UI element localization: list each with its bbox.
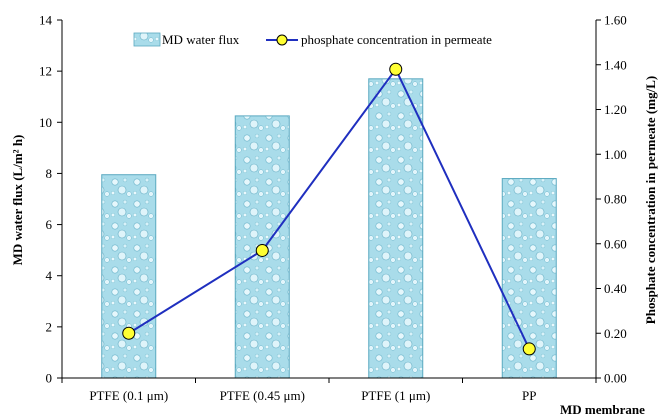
left-tick-label: 12 xyxy=(39,64,52,79)
x-tick-label: PP xyxy=(522,388,536,403)
plot-area xyxy=(101,62,557,379)
bar xyxy=(368,78,424,379)
line-series-group xyxy=(122,62,536,356)
phosphate-line xyxy=(128,67,531,350)
right-tick-label: 0.80 xyxy=(604,192,627,207)
x-tick-label: PTFE (0.1 μm) xyxy=(89,388,168,403)
legend-line-marker xyxy=(276,34,288,46)
right-y-axis-title: Phosphate concentration in permeate (mg/… xyxy=(643,76,658,324)
left-tick-label: 14 xyxy=(39,13,53,28)
left-tick-label: 10 xyxy=(39,115,52,130)
legend-bar-swatch xyxy=(133,32,161,47)
right-y-ticks: 0.00 0.20 0.40 0.60 0.80 1.00 1.20 1.40 1.60 xyxy=(596,13,627,386)
line-point xyxy=(255,243,269,257)
legend-line-label: phosphate concentration in permeate xyxy=(301,32,492,47)
left-tick-label: 4 xyxy=(46,268,53,283)
bar xyxy=(101,174,157,379)
x-tick-labels: PTFE (0.1 μm) PTFE (0.45 μm) PTFE (1 μm) PP xyxy=(61,378,597,403)
left-tick-label: 8 xyxy=(46,166,53,181)
line-point xyxy=(522,342,536,356)
right-tick-label: 1.40 xyxy=(604,57,627,72)
x-tick-label: PTFE (1 μm) xyxy=(361,388,430,403)
left-y-axis-title: MD water flux (L/m² h) xyxy=(10,135,25,266)
left-tick-label: 2 xyxy=(46,319,53,334)
right-tick-label: 1.00 xyxy=(604,147,627,162)
left-tick-label: 0 xyxy=(46,371,53,386)
right-tick-label: 0.20 xyxy=(604,326,627,341)
right-tick-label: 0.00 xyxy=(604,371,627,386)
right-tick-label: 1.20 xyxy=(604,102,627,117)
left-tick-label: 6 xyxy=(46,217,53,232)
right-tick-label: 1.60 xyxy=(604,13,627,28)
x-axis-title: MD membrane xyxy=(560,402,645,417)
left-y-ticks: 0 2 4 6 8 10 12 14 xyxy=(39,13,62,386)
line-point xyxy=(389,62,403,76)
legend: MD water flux phosphate concentration in… xyxy=(133,32,492,47)
bars-group xyxy=(101,78,557,379)
line-point xyxy=(122,326,136,340)
legend-bar-label: MD water flux xyxy=(162,32,240,47)
right-tick-label: 0.60 xyxy=(604,236,627,251)
x-tick-label: PTFE (0.45 μm) xyxy=(220,388,305,403)
right-tick-label: 0.40 xyxy=(604,281,627,296)
